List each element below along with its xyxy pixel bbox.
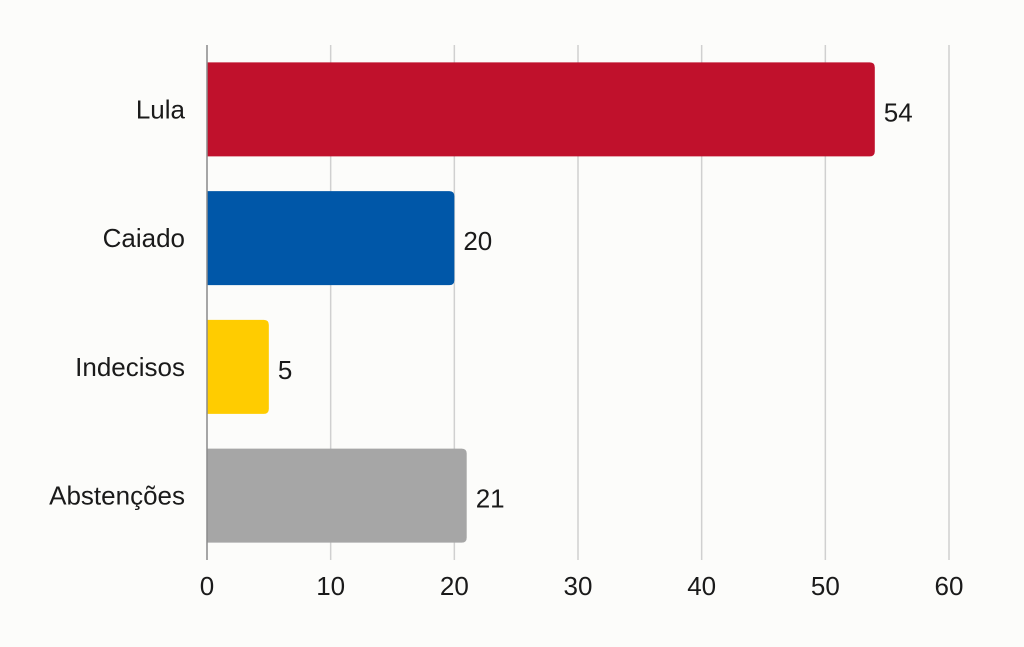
x-tick-label-0: 0 [200,571,214,601]
value-label-2: 5 [278,355,292,385]
x-tick-label-50: 50 [811,571,840,601]
value-label-1: 20 [463,226,492,256]
bar-abstencoes [207,448,467,543]
bar-caiado [207,191,455,286]
x-tick-label-10: 10 [316,571,345,601]
category-label-3: Abstenções [49,481,185,511]
category-label-0: Lula [136,94,186,124]
bars [207,62,875,543]
category-label-2: Indecisos [75,352,185,382]
x-tick-label-60: 60 [935,571,964,601]
bar-lula [207,62,875,157]
x-tick-label-40: 40 [687,571,716,601]
x-tick-label-20: 20 [440,571,469,601]
value-label-0: 54 [884,97,913,127]
category-label-1: Caiado [103,223,185,253]
bar-indecisos [207,319,269,414]
labels: 0 10 20 30 40 50 60 Lula 54 Caiado 20 Indecisos 5 Abs… [49,94,963,601]
value-label-3: 21 [476,484,505,514]
x-tick-label-30: 30 [564,571,593,601]
